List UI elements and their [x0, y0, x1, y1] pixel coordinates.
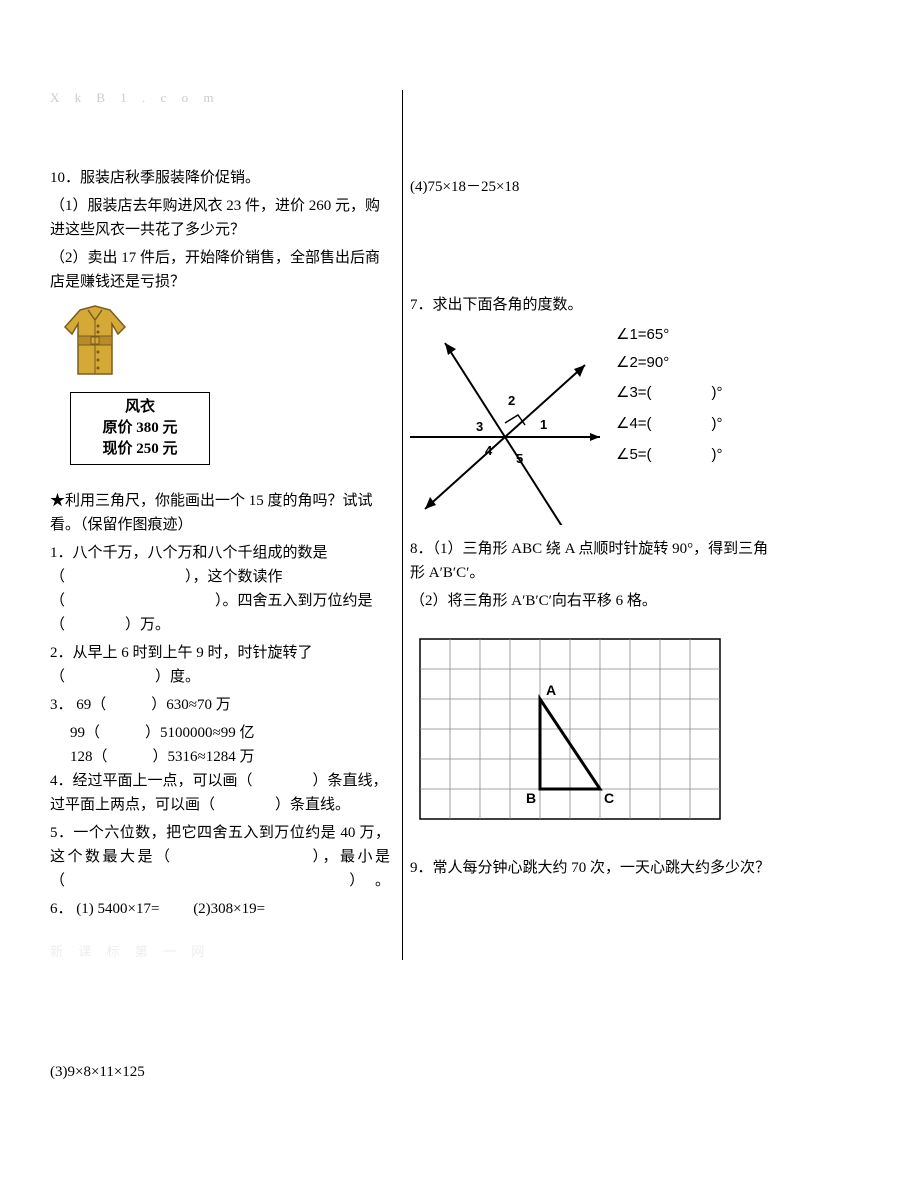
- two-column-container: X k B 1 . c o m 10．服装店秋季服装降价促销。 （1）服装店去年…: [50, 90, 870, 1088]
- angle-4: ∠4=( )°: [616, 412, 723, 433]
- left-column: X k B 1 . c o m 10．服装店秋季服装降价促销。 （1）服装店去年…: [50, 90, 390, 1088]
- question-3-line3: 128（ ）5316≈1284 万: [70, 745, 390, 769]
- question-6: 6． (1) 5400×17= (2)308×19=: [50, 897, 390, 921]
- question-6-p2: (2)308×19=: [193, 901, 265, 917]
- coat-icon: [50, 302, 140, 387]
- bottom-watermark: 新 课 标 第 一 网: [50, 941, 390, 960]
- angle-1: ∠1=65°: [616, 325, 723, 343]
- question-3: 3． 69（ ）630≈70 万: [50, 693, 390, 717]
- question-1: 1．八个千万，八个万和八个千组成的数是（ ），这个数读作（ ）。四舍五入到万位约…: [50, 541, 390, 637]
- coat-original-price: 原价 380 元: [81, 418, 199, 439]
- top-watermark: X k B 1 . c o m: [50, 90, 390, 106]
- question-3-title: 3．: [50, 697, 73, 713]
- coat-sale-price: 现价 250 元: [81, 439, 199, 460]
- grid-triangle-svg: A B C: [410, 629, 730, 839]
- coat-name: 风衣: [81, 397, 199, 418]
- angle-labels: ∠1=65° ∠2=90° ∠3=( )° ∠4=( )° ∠5=( )°: [616, 325, 723, 525]
- question-5: 5．一个六位数，把它四舍五入到万位约是 40 万，这个数最大是（ ），最小是（ …: [50, 821, 390, 893]
- question-4: 4．经过平面上一点，可以画（ ）条直线，过平面上两点，可以画（ ）条直线。: [50, 769, 390, 817]
- question-6-p3: (3)9×8×11×125: [50, 1060, 390, 1084]
- question-8-sub1: 8．（1）三角形 ABC 绕 A 点顺时针旋转 90°，得到三角形 A′B′C′…: [410, 537, 770, 585]
- svg-text:2: 2: [508, 393, 515, 408]
- question-6-p1: (1) 5400×17=: [76, 901, 159, 917]
- right-column: (4)75×18－25×18 7．求出下面各角的度数。 1 2 3 4 5: [390, 90, 770, 1088]
- svg-text:3: 3: [476, 419, 483, 434]
- svg-text:1: 1: [540, 417, 547, 432]
- question-6-p4: (4)75×18－25×18: [410, 175, 770, 199]
- svg-text:5: 5: [516, 451, 523, 466]
- question-10-sub1: （1）服装店去年购进风衣 23 件，进价 260 元，购进这些风衣一共花了多少元…: [50, 194, 390, 242]
- question-3-line1: 69（ ）630≈70 万: [76, 697, 230, 713]
- question-9: 9．常人每分钟心跳大约 70 次，一天心跳大约多少次？: [410, 856, 770, 880]
- question-7-title: 7．求出下面各角的度数。: [410, 293, 770, 317]
- question-6-title: 6．: [50, 901, 73, 917]
- angle-diagram: 1 2 3 4 5 ∠1=65° ∠2=90° ∠3=( )° ∠4=( )° …: [410, 325, 770, 525]
- angle-2: ∠2=90°: [616, 353, 723, 371]
- question-2: 2．从早上 6 时到上午 9 时，时针旋转了（ ）度。: [50, 641, 390, 689]
- question-8-sub2: （2）将三角形 A′B′C′向右平移 6 格。: [410, 589, 770, 613]
- svg-text:C: C: [604, 790, 614, 806]
- angle-svg: 1 2 3 4 5: [410, 325, 600, 525]
- question-10-sub2: （2）卖出 17 件后，开始降价销售，全部售出后商店是赚钱还是亏损？: [50, 246, 390, 294]
- question-3-line2: 99（ ）5100000≈99 亿: [70, 721, 390, 745]
- svg-text:B: B: [526, 790, 536, 806]
- coat-info-box: 风衣 原价 380 元 现价 250 元: [70, 392, 210, 465]
- svg-text:A: A: [546, 682, 556, 698]
- angle-5: ∠5=( )°: [616, 443, 723, 464]
- star-question: ★利用三角尺，你能画出一个 15 度的角吗？试试看。（保留作图痕迹）: [50, 489, 390, 537]
- svg-text:4: 4: [485, 443, 493, 458]
- angle-3: ∠3=( )°: [616, 381, 723, 402]
- question-10-title: 10．服装店秋季服装降价促销。: [50, 166, 390, 190]
- coat-illustration: 风衣 原价 380 元 现价 250 元: [50, 302, 390, 465]
